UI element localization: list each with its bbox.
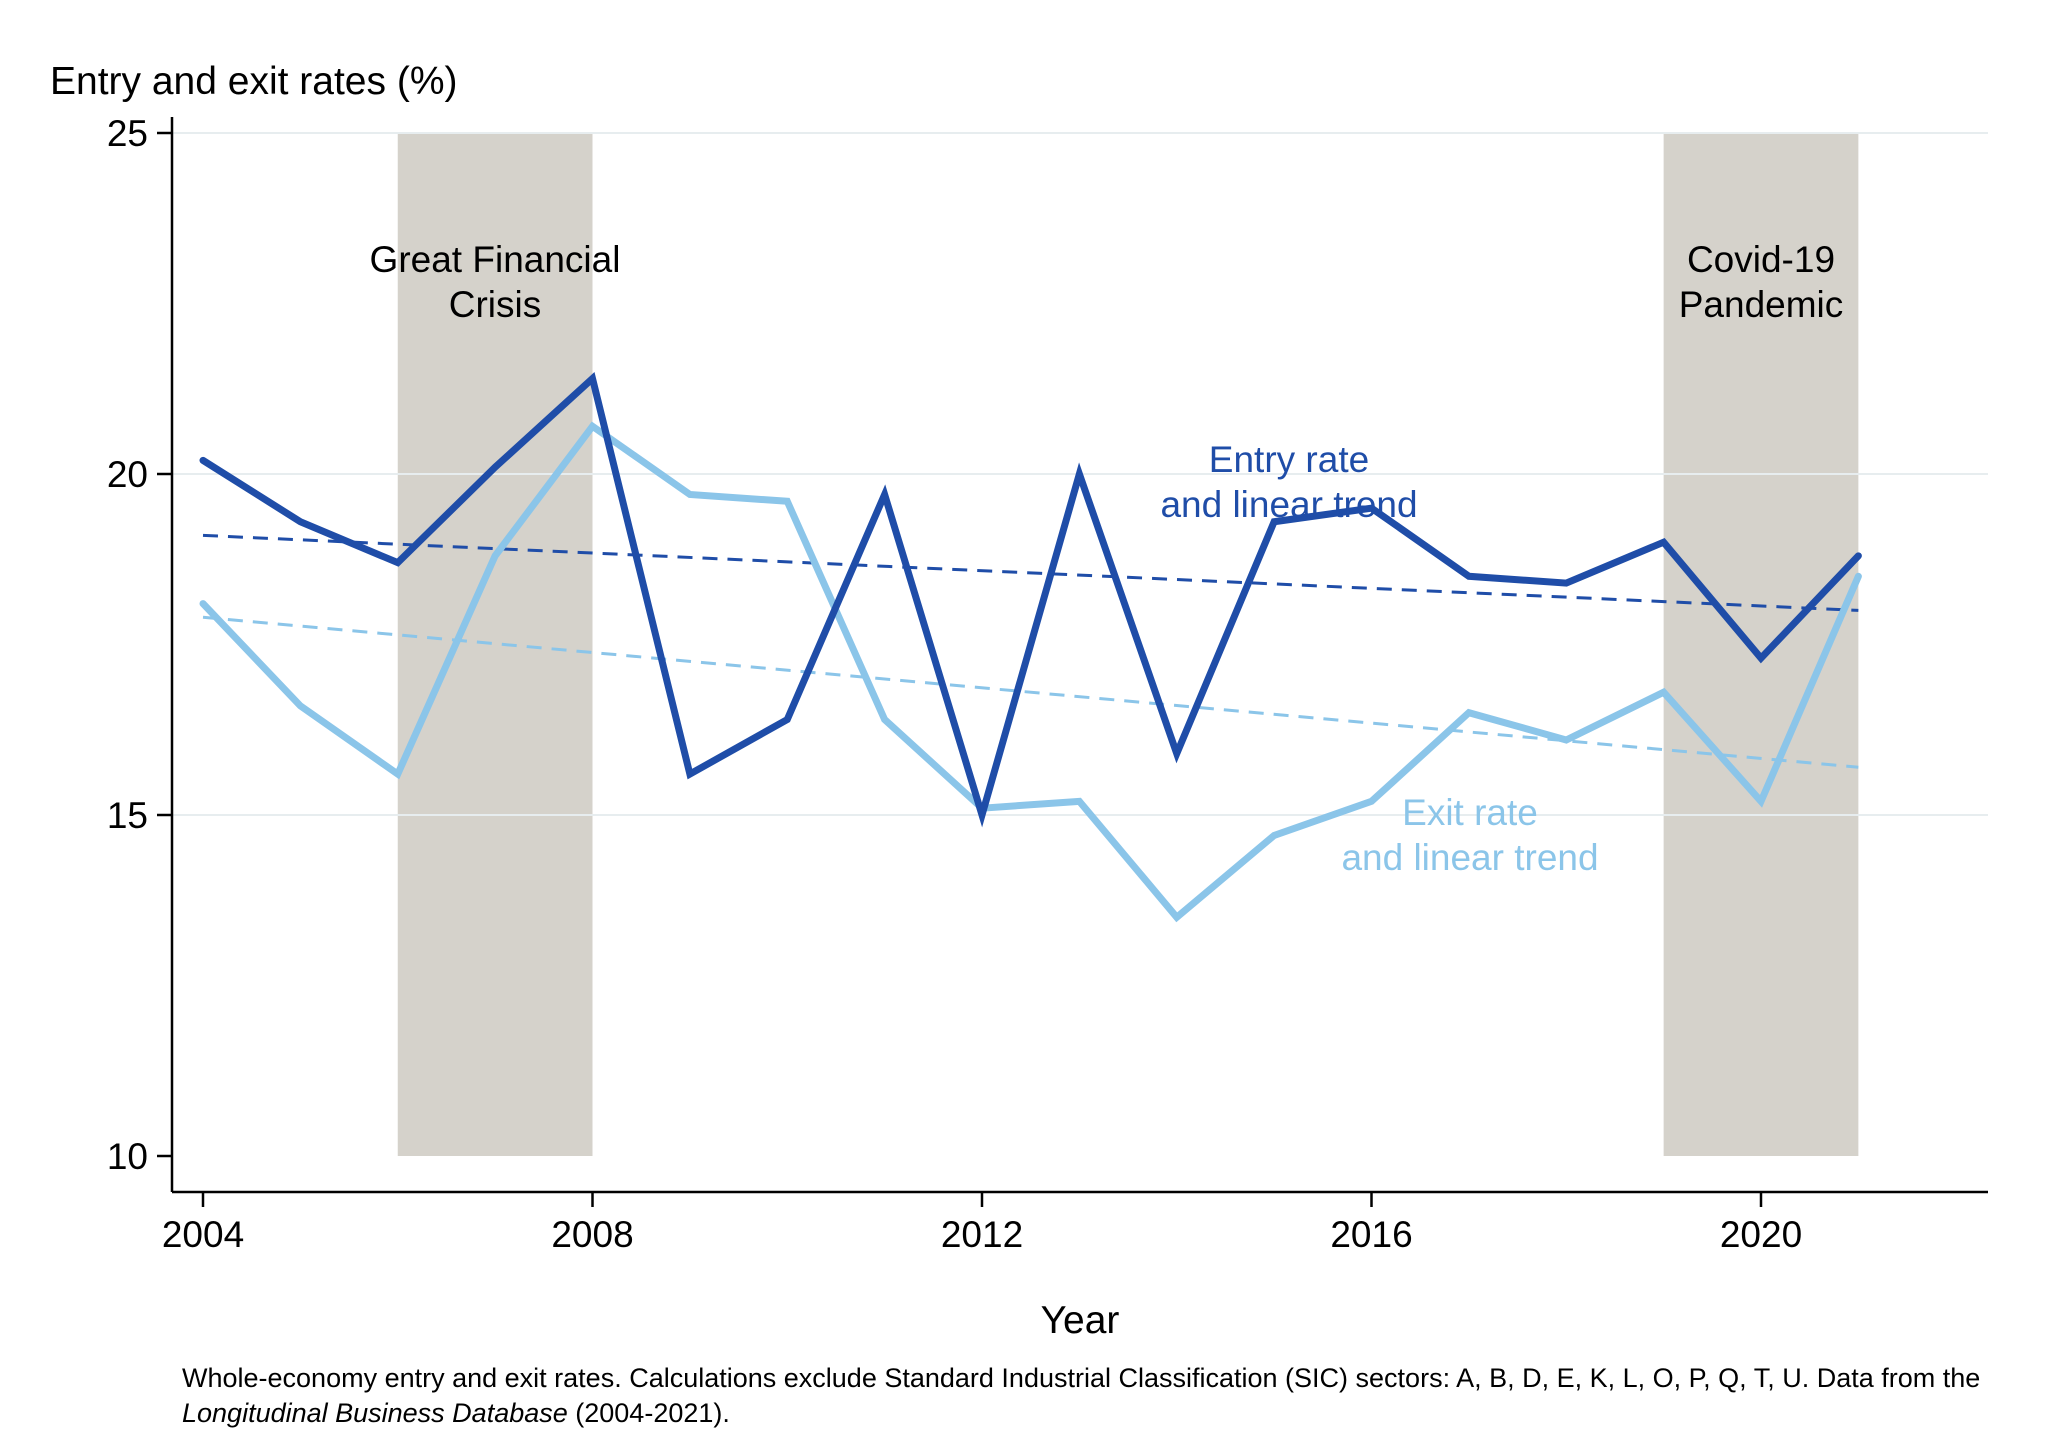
x-axis-title: Year	[1040, 1299, 1120, 1342]
annotation-exit-line1: Exit rate	[1402, 792, 1538, 833]
shaded-region-0	[397, 133, 593, 1156]
annotation-covid-line1: Covid-19	[1686, 239, 1836, 280]
y-tick-label-25: 25	[107, 113, 148, 154]
annotation-entry-line1: Entry rate	[1208, 439, 1370, 480]
trend-line-0	[202, 533, 1859, 612]
caption-text-2: (2004-2021).	[567, 1398, 730, 1428]
y-tick-label-15: 15	[107, 795, 148, 836]
annotation-covid: Covid-19 Pandemic	[1679, 237, 1844, 327]
y-axis-title: Entry and exit rates (%)	[50, 60, 458, 103]
caption: Whole-economy entry and exit rates. Calc…	[182, 1361, 2012, 1431]
x-tick-label-2016: 2016	[1330, 1214, 1412, 1255]
y-tick-label-10: 10	[107, 1136, 148, 1177]
annotation-gfc-line2: Crisis	[448, 284, 542, 325]
annotation-gfc: Great Financial Crisis	[370, 237, 621, 327]
annotation-entry-line2: and linear trend	[1160, 484, 1418, 525]
annotation-gfc-line1: Great Financial	[369, 239, 621, 280]
y-tick-label-20: 20	[107, 454, 148, 495]
entry-rate-line	[199, 371, 1862, 828]
exit-rate-line	[199, 421, 1862, 923]
trend-line-1	[202, 615, 1859, 769]
caption-italic: Longitudinal Business Database	[182, 1398, 568, 1428]
x-tick-label-2012: 2012	[941, 1214, 1023, 1255]
x-tick-label-2020: 2020	[1720, 1214, 1802, 1255]
caption-text-1: Whole-economy entry and exit rates. Calc…	[182, 1363, 1981, 1393]
annotation-covid-line2: Pandemic	[1678, 284, 1844, 325]
annotation-exit: Exit rate and linear trend	[1341, 790, 1598, 880]
x-tick-label-2008: 2008	[551, 1214, 633, 1255]
x-tick-label-2004: 2004	[162, 1214, 244, 1255]
annotation-entry: Entry rate and linear trend	[1160, 437, 1417, 527]
annotation-exit-line2: and linear trend	[1341, 837, 1599, 878]
